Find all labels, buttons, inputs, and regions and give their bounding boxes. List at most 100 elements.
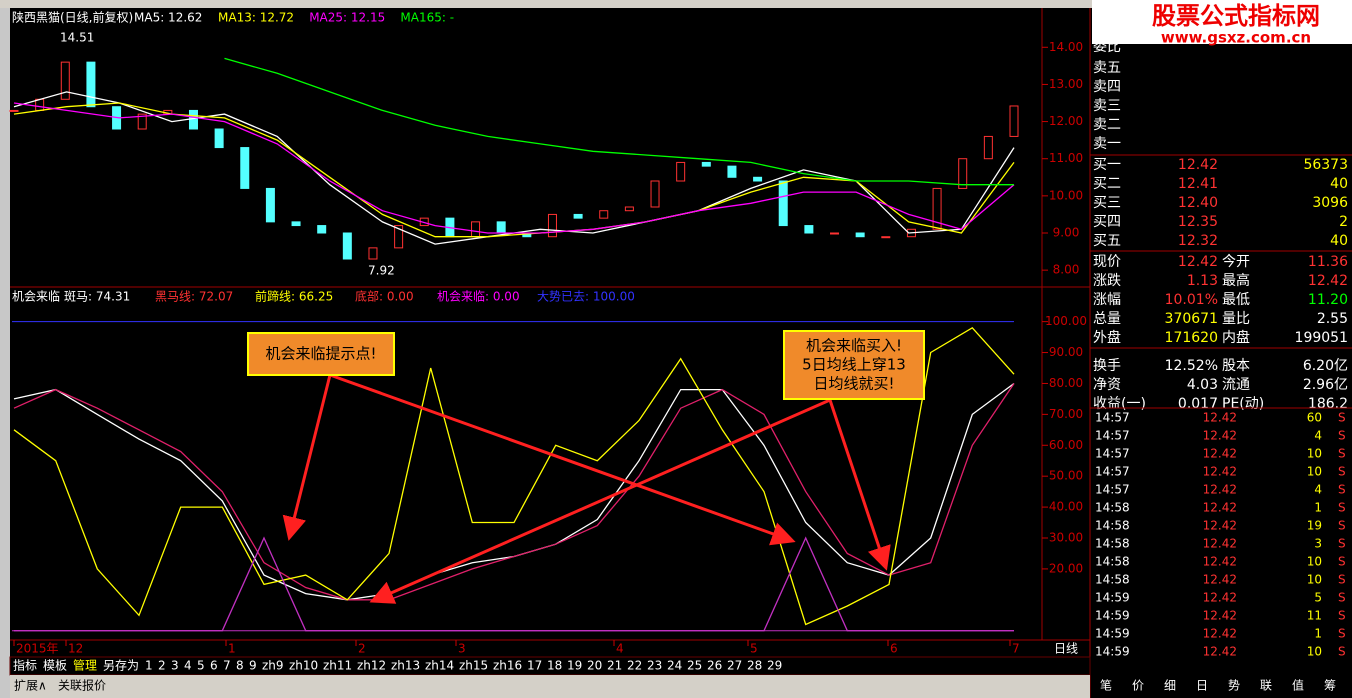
stat-value: 12.42: [1178, 254, 1218, 270]
stat-value: 12.52%: [1165, 358, 1218, 374]
tab[interactable]: 另存为: [103, 659, 139, 673]
stat-label: 现价: [1093, 254, 1121, 270]
tab[interactable]: 19: [567, 659, 582, 673]
ma-line: [224, 57, 1014, 186]
tab[interactable]: 25: [687, 659, 702, 673]
candle: [342, 232, 352, 260]
tab[interactable]: 21: [607, 659, 622, 673]
tick-side: S: [1338, 537, 1346, 551]
tab[interactable]: 5: [197, 659, 205, 673]
tab[interactable]: 6: [210, 659, 218, 673]
book-label: 卖五: [1093, 60, 1121, 76]
x-tick-label: 2015年: [16, 642, 59, 656]
book-label: 买五: [1093, 233, 1121, 249]
stat-label: 最低: [1222, 292, 1250, 308]
tick-side: S: [1338, 609, 1346, 623]
tick-time: 14:57: [1095, 465, 1130, 479]
tab[interactable]: 管理: [73, 658, 97, 673]
tick-time: 14:58: [1095, 555, 1130, 569]
tab[interactable]: 8: [236, 659, 244, 673]
tick-volume: 10: [1307, 555, 1322, 569]
book-volume: 40: [1330, 233, 1348, 249]
stat-label: 最高: [1222, 272, 1250, 289]
y-tick-label: 100.00: [1045, 314, 1087, 328]
tab[interactable]: 22: [627, 659, 642, 673]
candle: [60, 61, 70, 100]
tab[interactable]: zh16: [493, 659, 522, 673]
tab[interactable]: zh13: [391, 659, 420, 673]
candle: [573, 213, 583, 219]
y-tick-label: 90.00: [1049, 345, 1083, 359]
tab[interactable]: 26: [707, 659, 722, 673]
tab[interactable]: 指标: [13, 658, 37, 673]
tab[interactable]: 17: [527, 659, 542, 673]
stat-label: 内盘: [1222, 329, 1250, 346]
tick-side: S: [1338, 627, 1346, 641]
panel-tab[interactable]: 势: [1228, 679, 1240, 693]
book-label: 卖四: [1093, 79, 1121, 95]
stat-value: 171620: [1165, 330, 1218, 346]
tab[interactable]: 28: [747, 659, 762, 673]
tick-time: 14:58: [1095, 573, 1130, 587]
logo-title: 股票公式指标网: [1152, 2, 1320, 30]
menu-bar: [0, 0, 1352, 8]
tick-volume: 4: [1314, 429, 1322, 443]
panel-tab[interactable]: 价: [1132, 679, 1144, 693]
footer-tab[interactable]: 关联报价: [58, 678, 106, 693]
y-tick-label: 50.00: [1049, 469, 1083, 483]
tab[interactable]: zh12: [357, 659, 386, 673]
tab[interactable]: zh9: [262, 659, 284, 673]
book-label: 卖二: [1093, 117, 1121, 133]
panel-tab[interactable]: 细: [1164, 679, 1176, 693]
tick-time: 14:59: [1095, 609, 1130, 623]
tab[interactable]: 27: [727, 659, 742, 673]
indicator-label: 大势已去: 100.00: [537, 290, 635, 304]
tab[interactable]: 3: [171, 659, 179, 673]
y-tick-label: 60.00: [1049, 438, 1083, 452]
tab[interactable]: 23: [647, 659, 662, 673]
book-label: 买四: [1093, 214, 1121, 230]
tab[interactable]: 20: [587, 659, 602, 673]
callout-text: 机会来临提示点!: [265, 345, 376, 363]
tab[interactable]: 1: [145, 659, 153, 673]
tab[interactable]: 18: [547, 659, 562, 673]
tab[interactable]: zh10: [289, 659, 318, 673]
candle: [317, 225, 327, 234]
candle: [778, 180, 788, 227]
tick-price: 12.42: [1203, 627, 1237, 641]
tick-volume: 60: [1307, 411, 1322, 425]
low-label: 7.92: [368, 264, 395, 278]
panel-tab[interactable]: 值: [1292, 678, 1304, 693]
tab[interactable]: zh14: [425, 659, 454, 673]
period-label: 日线: [1054, 642, 1078, 656]
panel-tab[interactable]: 联: [1260, 679, 1272, 693]
x-tick-label: 5: [750, 642, 758, 656]
tab[interactable]: 模板: [43, 659, 67, 673]
tab[interactable]: 29: [767, 659, 782, 673]
tab[interactable]: 4: [184, 659, 192, 673]
panel-tab[interactable]: 日: [1196, 679, 1208, 693]
book-price: 12.40: [1178, 195, 1218, 211]
stat-label: 换手: [1093, 357, 1121, 374]
tab[interactable]: zh11: [323, 659, 352, 673]
tab[interactable]: 7: [223, 659, 231, 673]
indicator-line: [13, 383, 1015, 601]
tab[interactable]: 9: [249, 659, 257, 673]
candle: [86, 61, 96, 108]
tab[interactable]: 24: [667, 659, 682, 673]
tick-side: S: [1338, 429, 1346, 443]
candle: [240, 147, 250, 189]
footer-tab[interactable]: 扩展∧: [14, 679, 47, 693]
panel-tab[interactable]: 笔: [1100, 678, 1112, 693]
tick-price: 12.42: [1203, 573, 1237, 587]
tick-volume: 10: [1307, 645, 1322, 659]
logo-url: www.gsxz.com.cn: [1161, 29, 1311, 47]
ma-label: MA5: 12.62: [134, 11, 202, 25]
arrow: [828, 399, 891, 571]
candle: [1009, 105, 1019, 137]
tick-time: 14:57: [1095, 429, 1130, 443]
tab[interactable]: 2: [158, 659, 166, 673]
tab[interactable]: zh15: [459, 659, 488, 673]
tick-time: 14:58: [1095, 501, 1130, 515]
panel-tab[interactable]: 筹: [1324, 679, 1336, 693]
